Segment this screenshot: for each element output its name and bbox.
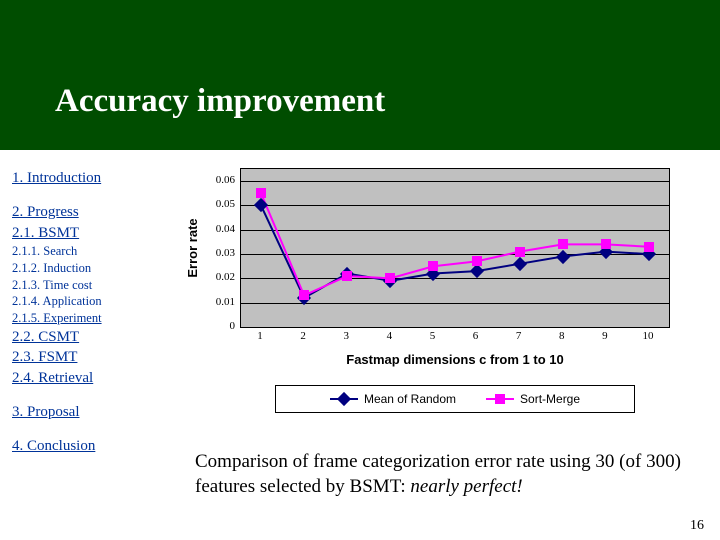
chart-ytick: 0.04	[216, 223, 235, 235]
chart-plot-area	[240, 168, 670, 328]
chart-ytick: 0.03	[216, 247, 235, 259]
chart-xtick: 2	[300, 330, 306, 342]
chart-marker	[385, 273, 395, 283]
outline-item[interactable]: 2. Progress	[12, 202, 175, 222]
chart-xtick: 6	[473, 330, 479, 342]
chart-xtick: 4	[387, 330, 393, 342]
chart-xtick: 10	[643, 330, 654, 342]
chart-marker	[342, 271, 352, 281]
outline-item[interactable]: 2.3. FSMT	[12, 347, 175, 367]
legend-item: Sort-Merge	[486, 392, 580, 406]
chart-xtick: 3	[343, 330, 349, 342]
chart-ytick: 0.06	[216, 174, 235, 186]
outline-item[interactable]: 2.1.4. Application	[12, 293, 175, 310]
main-content: Error rate Fastmap dimensions c from 1 t…	[175, 150, 720, 540]
legend-label: Mean of Random	[364, 392, 456, 406]
chart-ytick: 0.05	[216, 198, 235, 210]
chart-caption: Comparison of frame categorization error…	[185, 450, 700, 499]
chart-marker	[472, 256, 482, 266]
chart-marker	[601, 239, 611, 249]
outline-item[interactable]: 2.1.3. Time cost	[12, 277, 175, 294]
chart-marker	[428, 261, 438, 271]
chart-legend: Mean of Random Sort-Merge	[275, 385, 635, 413]
slide-body: 1. Introduction 2. Progress2.1. BSMT2.1.1…	[0, 150, 720, 540]
error-rate-chart: Error rate Fastmap dimensions c from 1 t…	[185, 160, 685, 420]
outline-item[interactable]: 4. Conclusion	[12, 436, 175, 456]
chart-xlabel: Fastmap dimensions c from 1 to 10	[240, 352, 670, 367]
chart-ytick: 0	[230, 320, 236, 332]
chart-marker	[515, 247, 525, 257]
outline-item[interactable]: 2.1.2. Induction	[12, 260, 175, 277]
outline-sidebar: 1. Introduction 2. Progress2.1. BSMT2.1.1…	[0, 150, 175, 540]
chart-marker	[558, 239, 568, 249]
chart-ytick: 0.01	[216, 296, 235, 308]
slide-title: Accuracy improvement	[55, 83, 385, 120]
chart-marker	[256, 188, 266, 198]
outline-item[interactable]: 1. Introduction	[12, 168, 175, 188]
outline-item[interactable]: 3. Proposal	[12, 402, 175, 422]
chart-xtick: 9	[602, 330, 608, 342]
slide-header: Accuracy improvement	[0, 0, 720, 150]
legend-label: Sort-Merge	[520, 392, 580, 406]
outline-item[interactable]: 2.1. BSMT	[12, 223, 175, 243]
outline-item[interactable]: 2.1.5. Experiment	[12, 310, 175, 327]
chart-xtick: 8	[559, 330, 565, 342]
chart-xtick: 1	[257, 330, 263, 342]
page-number: 16	[690, 518, 704, 534]
chart-xtick: 5	[430, 330, 436, 342]
outline-item[interactable]: 2.2. CSMT	[12, 327, 175, 347]
chart-marker	[644, 242, 654, 252]
outline-item[interactable]: 2.4. Retrieval	[12, 368, 175, 388]
caption-emphasis: nearly perfect!	[410, 476, 522, 497]
chart-marker	[299, 290, 309, 300]
chart-ylabel: Error rate	[185, 218, 200, 277]
chart-xtick: 7	[516, 330, 522, 342]
outline-item[interactable]: 2.1.1. Search	[12, 243, 175, 260]
legend-item: Mean of Random	[330, 392, 456, 406]
chart-ytick: 0.02	[216, 271, 235, 283]
